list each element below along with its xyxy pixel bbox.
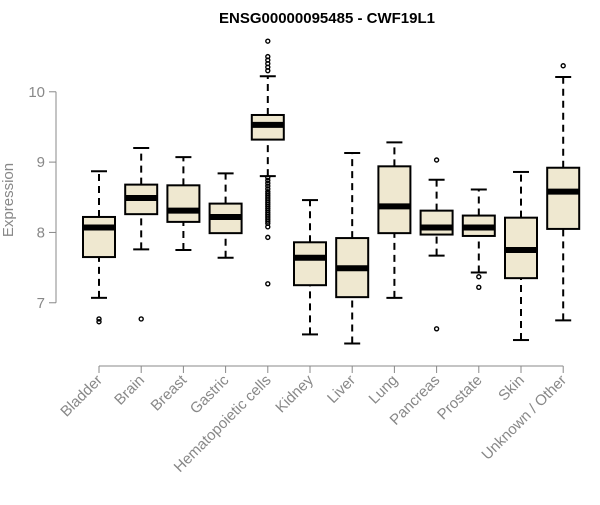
box-group [293,199,327,336]
box-group [208,172,243,259]
outlier-point [265,281,271,287]
outlier-point [433,157,440,163]
y-tick-label: 9 [37,154,45,171]
outlier-point [476,274,482,280]
box-group [377,141,412,299]
x-tick-label: Breast [148,371,191,414]
box-group [124,147,159,322]
box-iqr [377,165,412,235]
x-tick-label: Brain [111,372,148,409]
outlier-point [265,186,271,192]
box-iqr [82,215,116,259]
outlier-point [560,63,566,69]
outlier-point [265,218,271,224]
x-tick-label: Lung [366,372,402,408]
x-tick-label: Skin [495,372,528,405]
y-axis-label: Expression [0,163,17,237]
box-iqr [293,241,327,287]
outlier-point [265,183,271,189]
boxes-group [82,38,581,345]
box-iqr [419,209,454,236]
box-group [461,188,496,290]
x-tick-label: Liver [324,372,359,407]
box-group [166,156,201,252]
y-axis: 7 8 9 10 [28,84,57,312]
outlier-point [96,316,102,322]
outlier-point [138,316,144,322]
outlier-point [265,234,271,241]
outlier-point [265,67,271,74]
y-tick-label: 10 [28,84,45,101]
box-group [82,170,116,325]
outlier-point [265,180,271,186]
outlier-point [265,174,271,181]
box-group [419,157,454,332]
outlier-point [265,38,271,44]
outlier-point [433,326,440,332]
y-tick-label: 7 [37,295,45,312]
box-group [546,63,581,322]
outlier-point [476,284,482,290]
x-tick-label: Kidney [272,371,317,416]
box-iqr [546,166,581,230]
box-iqr [166,184,201,223]
outlier-point [265,177,271,184]
chart-title: ENSG00000095485 - CWF19L1 [219,10,435,27]
y-tick-label: 8 [37,224,45,241]
outlier-point [96,319,102,325]
box-group [504,170,538,342]
outlier-point [265,224,271,230]
x-tick-label: Bladder [57,372,106,421]
x-tick-label: Prostate [434,372,486,424]
box-group [335,151,370,345]
box-group [250,38,285,287]
